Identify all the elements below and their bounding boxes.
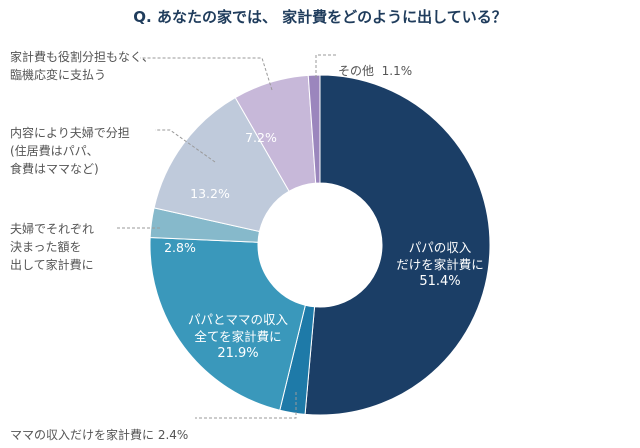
slice-value-flexible: 7.2% <box>245 130 277 145</box>
leader-line-split <box>155 129 216 163</box>
slice-both <box>149 237 306 411</box>
leader-line-mama <box>195 392 297 419</box>
slice-label-split: 内容により夫婦で分担 (住居費はパパ、 食費はママなど) <box>10 126 130 176</box>
leader-line-flexible <box>140 57 273 91</box>
slice-label-mama: ママの収入だけを家計費に 2.4% <box>10 428 189 442</box>
slice-other <box>307 74 321 184</box>
leader-line-other <box>315 54 336 78</box>
slice-value-fixed: 2.8% <box>164 240 196 255</box>
slice-value-split: 13.2% <box>190 186 230 201</box>
slice-label-both: パパとママの収入 全てを家計費に 21.9% <box>187 312 288 361</box>
chart-title: Q. あなたの家では、 家計費をどのように出している？ <box>133 8 507 26</box>
slice-split-by-content <box>153 96 290 233</box>
slice-label-fixed: 夫婦でそれぞれ 決まった額を 出して家計費に <box>10 222 95 272</box>
slice-label-flexible: 家計費も役割分担もなく、 臨機応変に支払う <box>10 50 155 82</box>
slice-label-papa: パパの収入 だけを家計費に 51.4% <box>396 240 484 289</box>
slice-papa-only <box>304 74 491 416</box>
slice-label-other: その他 1.1% <box>338 64 413 78</box>
